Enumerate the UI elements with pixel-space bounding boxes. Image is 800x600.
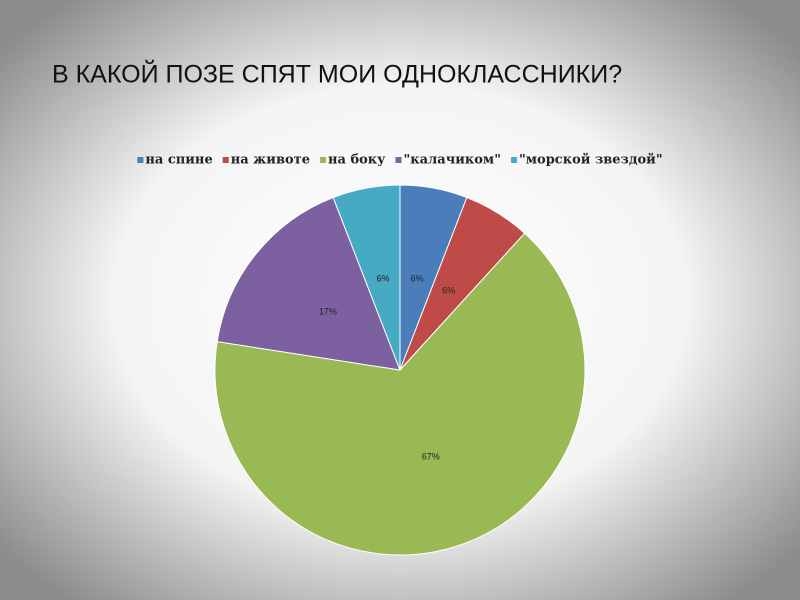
legend-swatch <box>510 157 517 163</box>
legend: на спине на животе на боку "калачиком" "морс… <box>137 153 663 168</box>
data-label: 6% <box>376 273 389 283</box>
legend-label: "морской звездой" <box>519 153 663 168</box>
data-label: 6% <box>442 286 455 296</box>
legend-label: на спине <box>145 153 212 168</box>
data-label: 67% <box>422 452 440 462</box>
pie-slice <box>214 232 586 556</box>
pie: 6% 6% 67% 17% 6% <box>214 184 586 556</box>
data-label: 6% <box>410 273 423 283</box>
pie-slice <box>216 196 401 371</box>
pie-slice <box>332 184 401 371</box>
legend-swatch <box>395 157 402 163</box>
legend-label: "калачиком" <box>404 153 501 168</box>
legend-swatch <box>222 157 229 163</box>
legend-swatch <box>319 157 326 163</box>
legend-swatch <box>137 157 144 163</box>
legend-label: на боку <box>328 153 386 168</box>
legend-label: на животе <box>231 153 310 168</box>
data-label: 17% <box>319 306 337 316</box>
chart-title: В КАКОЙ ПОЗЕ СПЯТ МОИ ОДНОКЛАССНИКИ? <box>52 59 622 89</box>
